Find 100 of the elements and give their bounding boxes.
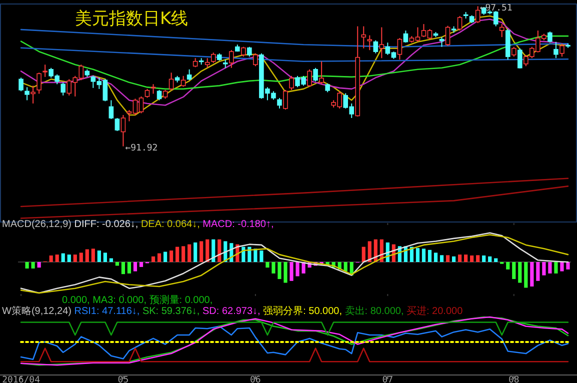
bar bbox=[97, 250, 101, 262]
bar bbox=[206, 239, 210, 262]
text: 强弱分界: 50.000, bbox=[260, 305, 342, 317]
text: DEA: 0.064↓, bbox=[138, 219, 200, 230]
bar bbox=[266, 262, 270, 268]
bar bbox=[55, 254, 59, 262]
candlestick bbox=[548, 31, 552, 44]
bar bbox=[31, 262, 35, 269]
bar bbox=[73, 254, 77, 262]
bar bbox=[169, 250, 174, 262]
candlestick bbox=[445, 25, 450, 46]
bar bbox=[476, 255, 480, 262]
candlestick bbox=[108, 100, 114, 120]
series-label: SD: 62.973↓, bbox=[200, 306, 260, 317]
bar bbox=[458, 254, 462, 262]
candlestick bbox=[289, 75, 294, 90]
bar bbox=[139, 262, 144, 267]
bar bbox=[494, 258, 498, 262]
x-tick-label: 06 bbox=[250, 376, 261, 383]
bar bbox=[548, 262, 552, 274]
bar bbox=[440, 255, 444, 262]
bar bbox=[115, 262, 120, 266]
bar bbox=[536, 262, 540, 281]
bar bbox=[127, 262, 132, 274]
bar bbox=[518, 262, 522, 283]
candlestick bbox=[36, 72, 42, 94]
candlestick bbox=[457, 16, 462, 32]
bar bbox=[278, 262, 282, 280]
bar bbox=[67, 254, 71, 262]
bar bbox=[37, 262, 41, 268]
bar bbox=[109, 258, 113, 262]
bar bbox=[61, 253, 65, 262]
text: DIFF: -0.026↓, bbox=[71, 219, 138, 230]
candlestick bbox=[247, 46, 252, 58]
bar bbox=[194, 242, 198, 262]
bar bbox=[560, 262, 564, 272]
bar bbox=[416, 248, 420, 262]
series-label: 卖出: 80.000, bbox=[342, 305, 404, 317]
x-tick-label: 08 bbox=[508, 376, 520, 383]
candlestick bbox=[379, 26, 384, 59]
candlestick bbox=[277, 97, 282, 109]
bar bbox=[530, 262, 534, 286]
bar bbox=[446, 255, 450, 262]
bar bbox=[212, 239, 216, 262]
bar bbox=[554, 262, 558, 274]
x-tick-label: 05 bbox=[118, 376, 129, 383]
candlestick bbox=[361, 26, 366, 49]
candlestick bbox=[229, 50, 234, 68]
chart-title: MACD(26,12,9) bbox=[2, 219, 72, 230]
bar bbox=[542, 262, 546, 276]
bar bbox=[566, 262, 570, 270]
candlestick bbox=[186, 68, 192, 81]
candlestick bbox=[313, 67, 318, 82]
candlestick bbox=[499, 24, 504, 38]
text: 买进: 20.000 bbox=[404, 305, 464, 317]
bar bbox=[103, 252, 107, 262]
candlestick bbox=[60, 82, 66, 96]
bar bbox=[182, 246, 186, 262]
bar bbox=[151, 256, 156, 262]
bar bbox=[284, 262, 288, 283]
annotation: ←97.51 bbox=[480, 3, 512, 14]
candlestick bbox=[475, 6, 480, 24]
chart-title: 美元指数日K线 bbox=[75, 9, 188, 29]
candlestick bbox=[42, 64, 48, 78]
chart-title: W策略(9,12,24) bbox=[2, 305, 72, 317]
candlestick bbox=[24, 86, 30, 101]
candlestick bbox=[397, 38, 402, 60]
x-tick-label: 07 bbox=[382, 376, 394, 383]
bar bbox=[296, 262, 300, 276]
bar bbox=[188, 244, 192, 262]
bar bbox=[434, 252, 438, 262]
bar bbox=[200, 241, 204, 262]
candlestick bbox=[18, 77, 24, 92]
candlestick bbox=[307, 68, 312, 88]
bar bbox=[218, 239, 222, 262]
bar bbox=[428, 250, 432, 262]
text: RSI1: 47.116↓, bbox=[71, 306, 140, 317]
candlestick bbox=[192, 58, 198, 68]
bar bbox=[524, 262, 528, 288]
bar bbox=[482, 255, 486, 262]
bar bbox=[85, 249, 89, 262]
bar bbox=[49, 255, 53, 262]
candlestick bbox=[511, 46, 516, 58]
bar bbox=[290, 262, 294, 281]
bar bbox=[163, 252, 168, 262]
x-tick-label: 2016/04 bbox=[2, 376, 40, 383]
bar bbox=[512, 262, 516, 280]
bar bbox=[362, 246, 366, 262]
bar bbox=[506, 262, 510, 270]
bar bbox=[272, 262, 276, 274]
bar bbox=[260, 250, 264, 262]
candlestick bbox=[241, 46, 246, 58]
bar bbox=[464, 254, 468, 262]
candlestick bbox=[554, 41, 558, 59]
candlestick bbox=[403, 30, 408, 44]
candlestick bbox=[518, 48, 522, 69]
bar bbox=[79, 252, 83, 262]
bar bbox=[133, 262, 138, 272]
bar bbox=[452, 256, 456, 262]
bar bbox=[25, 262, 29, 269]
